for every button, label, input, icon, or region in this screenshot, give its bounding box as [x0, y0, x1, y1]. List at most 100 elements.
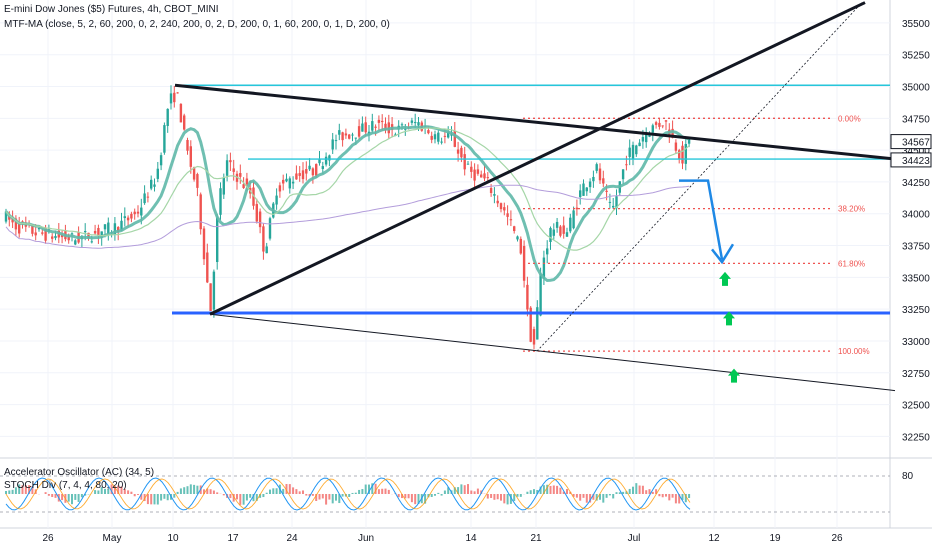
ac-bar: [645, 490, 647, 494]
candle-body: [516, 236, 518, 239]
ac-bar: [266, 493, 268, 494]
candle-body: [546, 248, 548, 254]
candle-body: [157, 169, 159, 179]
y-tick-label: 32500: [902, 401, 930, 412]
candle-body: [275, 196, 277, 205]
candle-body: [299, 173, 301, 176]
x-tick-label: 19: [769, 533, 781, 544]
candle-body: [242, 184, 244, 188]
candle-body: [176, 92, 178, 93]
ac-bar: [500, 494, 502, 501]
candle-body: [341, 132, 343, 140]
candle-body: [579, 190, 581, 197]
candle-body: [51, 236, 53, 238]
ac-bar: [177, 492, 179, 494]
ac-bar: [444, 491, 446, 494]
ac-bar: [586, 494, 588, 503]
candle-body: [675, 143, 677, 151]
ac-bar: [662, 494, 664, 497]
x-tick-label: 26: [831, 533, 843, 544]
ac-bar: [688, 494, 690, 498]
candle-body: [170, 93, 172, 103]
ac-bar: [262, 494, 264, 497]
ac-bar: [210, 489, 212, 494]
candle-body: [612, 206, 614, 208]
candle-body: [464, 154, 466, 169]
price-label: 34567: [902, 138, 930, 149]
candle-body: [335, 140, 337, 141]
ac-bar: [276, 488, 278, 494]
ac-bar: [193, 485, 195, 494]
ac-bar: [434, 494, 436, 496]
ac-bar: [183, 487, 185, 494]
candle-body: [285, 179, 287, 182]
candle-body: [127, 218, 129, 221]
candle-body: [173, 93, 175, 102]
ac-bar: [470, 491, 472, 494]
candle-body: [477, 169, 479, 173]
ac-bar: [606, 494, 608, 498]
ac-bar: [239, 494, 241, 505]
ac-bar: [639, 485, 641, 494]
ac-bar: [675, 494, 677, 503]
candle-body: [322, 166, 324, 169]
candle-body: [315, 164, 317, 176]
candle-body: [490, 188, 492, 193]
ac-bar: [355, 493, 357, 494]
ac-bar: [411, 494, 413, 502]
candle-body: [134, 212, 136, 214]
candle-body: [262, 226, 264, 251]
candle-body: [150, 180, 152, 189]
ac-bar: [503, 494, 505, 503]
candle-body: [602, 178, 604, 183]
candle-body: [576, 208, 578, 210]
candle-body: [104, 224, 106, 229]
y-tick-label: 34250: [902, 178, 930, 189]
fib-level-label: 61.80%: [838, 259, 865, 268]
candle-body: [213, 272, 215, 310]
ac-bar: [180, 488, 182, 494]
ac-bar: [78, 494, 80, 502]
candle-body: [41, 232, 43, 233]
ac-bar: [68, 494, 70, 502]
ac-bar: [477, 489, 479, 494]
candle-body: [497, 201, 499, 204]
ac-bar: [437, 493, 439, 494]
candle-body: [318, 160, 320, 164]
ac-bar: [332, 494, 334, 503]
ac-bar: [629, 489, 631, 494]
candle-body: [609, 202, 611, 203]
stoch-indicator-label: STOCH Div (7, 4, 4, 80, 20): [4, 480, 127, 491]
ac-bar: [305, 494, 307, 496]
ac-bar: [381, 489, 383, 494]
candle-body: [592, 177, 594, 181]
ac-bar: [358, 490, 360, 494]
candle-body: [510, 219, 512, 220]
candle-body: [91, 241, 93, 242]
candle-body: [186, 140, 188, 151]
ac-bar: [229, 494, 231, 498]
ac-bar: [74, 494, 76, 500]
fib-level-label: 0.00%: [838, 114, 861, 123]
candle-body: [665, 120, 667, 121]
candle-body: [259, 212, 261, 228]
candle-body: [124, 216, 126, 218]
candle-body: [563, 225, 565, 233]
ac-bar: [299, 491, 301, 494]
x-tick-label: May: [103, 533, 122, 544]
ac-bar: [408, 494, 410, 498]
ac-bar: [388, 490, 390, 494]
ac-bar: [325, 494, 327, 505]
candle-body: [35, 232, 37, 235]
ac-bar: [45, 492, 47, 494]
ac-bar: [513, 494, 515, 501]
candle-body: [325, 157, 327, 165]
ac-bar: [328, 494, 330, 500]
y-tick-label: 34000: [902, 210, 930, 221]
candle-body: [401, 124, 403, 125]
ac-bar: [160, 494, 162, 501]
candle-body: [431, 136, 433, 140]
candle-body: [520, 239, 522, 254]
candle-body: [652, 125, 654, 132]
ac-bar: [147, 494, 149, 504]
